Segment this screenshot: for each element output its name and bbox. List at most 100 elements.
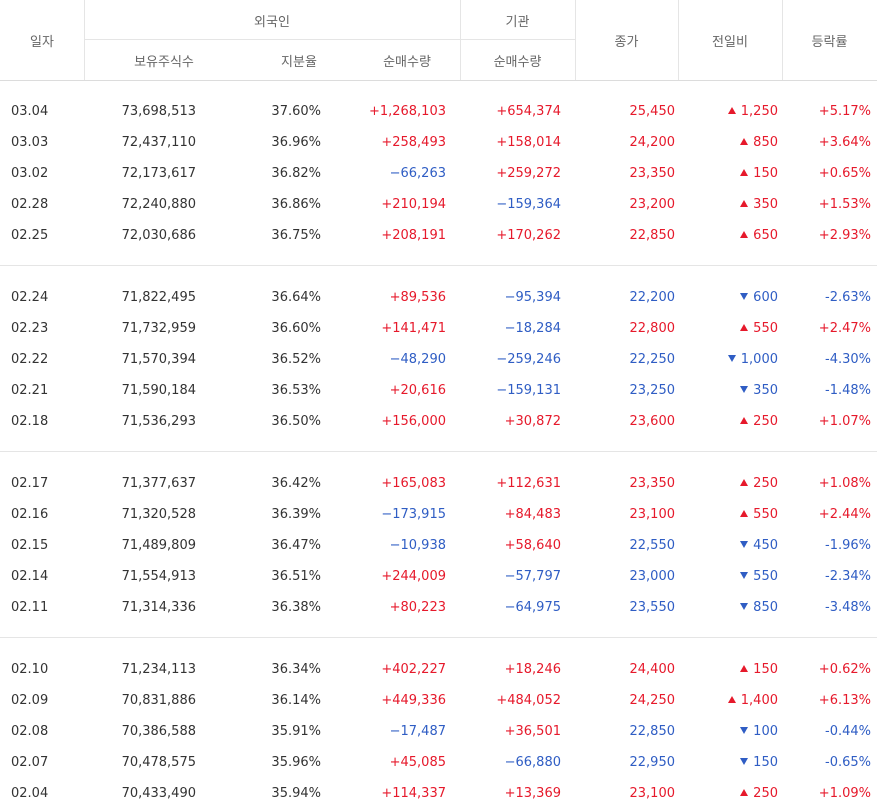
table-row: 02.04 70,433,490 35.94% +114,337 +13,369 23,1… [0, 778, 877, 809]
cell-change: 250 [680, 778, 778, 809]
cell-rate: +2.44% [818, 507, 871, 522]
cell-change: 1,000 [680, 344, 778, 375]
cell-date: 03.03 [11, 135, 49, 150]
cell-change: 850 [680, 127, 778, 158]
cell-date: 02.28 [11, 197, 49, 212]
cell-change-value: 150 [753, 166, 778, 181]
cell-foreign-net: +20,616 [389, 383, 446, 398]
cell-ratio: 36.53% [271, 383, 321, 398]
table-row: 02.28 72,240,880 36.86% +210,194 −159,364 23,… [0, 189, 877, 220]
arrow-down-icon [740, 541, 749, 548]
cell-holdings: 71,320,528 [121, 507, 196, 522]
cell-change-value: 600 [753, 290, 778, 305]
cell-ratio: 36.86% [271, 197, 321, 212]
header-institution: 기관 [505, 14, 530, 30]
cell-close: 23,550 [629, 600, 676, 615]
table-row: 02.21 71,590,184 36.53% +20,616 −159,131 23,2… [0, 375, 877, 406]
cell-change: 1,400 [680, 685, 778, 716]
cell-foreign-net: −173,915 [381, 507, 446, 522]
cell-foreign-net: +45,085 [389, 755, 446, 770]
table-row: 03.03 72,437,110 36.96% +258,493 +158,014 24,… [0, 127, 877, 158]
arrow-up-icon [727, 696, 736, 703]
cell-close: 24,250 [629, 693, 676, 708]
header-rate: 등락률 [811, 34, 848, 50]
cell-change-value: 1,250 [740, 104, 778, 119]
cell-holdings: 71,822,495 [121, 290, 196, 305]
cell-foreign-net: +210,194 [381, 197, 446, 212]
cell-date: 02.10 [11, 662, 49, 677]
cell-change-value: 1,400 [740, 693, 778, 708]
table-row: 02.08 70,386,588 35.91% −17,487 +36,501 22,85… [0, 716, 877, 747]
table-header: 일자 외국인 기관 종가 전일비 등락률 보유주식수 지분율 순매수량 순매수량 [0, 0, 877, 81]
arrow-up-icon [740, 231, 749, 238]
cell-close: 23,600 [629, 414, 676, 429]
arrow-up-icon [740, 324, 749, 331]
arrow-up-icon [740, 169, 749, 176]
cell-holdings: 73,698,513 [121, 104, 196, 119]
arrow-up-icon [740, 200, 749, 207]
cell-close: 22,800 [629, 321, 676, 336]
group-divider [0, 451, 877, 452]
cell-close: 22,550 [629, 538, 676, 553]
cell-ratio: 35.96% [271, 755, 321, 770]
cell-date: 02.22 [11, 352, 49, 367]
header-foreign-net: 순매수량 [383, 54, 431, 70]
table-row: 03.02 72,173,617 36.82% −66,263 +259,272 23,3… [0, 158, 877, 189]
table-row: 03.04 73,698,513 37.60% +1,268,103 +654,374 2… [0, 96, 877, 127]
header-date: 일자 [30, 34, 54, 50]
cell-ratio: 36.82% [271, 166, 321, 181]
cell-change: 600 [680, 282, 778, 313]
header-institution-net: 순매수량 [493, 54, 542, 70]
header-divider [575, 0, 576, 80]
cell-rate: -3.48% [825, 600, 871, 615]
cell-change: 850 [680, 592, 778, 623]
arrow-up-icon [740, 138, 749, 145]
cell-close: 22,250 [629, 352, 676, 367]
cell-close: 24,200 [629, 135, 676, 150]
cell-close: 24,400 [629, 662, 676, 677]
cell-holdings: 71,554,913 [121, 569, 196, 584]
table-row: 02.18 71,536,293 36.50% +156,000 +30,872 23,6… [0, 406, 877, 437]
cell-close: 23,350 [629, 166, 676, 181]
cell-foreign-net: +402,227 [381, 662, 446, 677]
cell-institution-net: +112,631 [496, 476, 561, 491]
cell-ratio: 37.60% [271, 104, 321, 119]
header-foreign: 외국인 [254, 14, 290, 30]
header-divider [84, 39, 575, 40]
table-row: 02.22 71,570,394 36.52% −48,290 −259,246 22,2… [0, 344, 877, 375]
cell-foreign-net: −10,938 [389, 538, 446, 553]
cell-holdings: 70,831,886 [121, 693, 196, 708]
cell-date: 02.08 [11, 724, 49, 739]
group-divider [0, 637, 877, 638]
cell-foreign-net: +141,471 [381, 321, 446, 336]
header-holdings: 보유주식수 [134, 54, 194, 70]
cell-rate: -1.48% [825, 383, 871, 398]
cell-date: 02.16 [11, 507, 49, 522]
arrow-up-icon [727, 107, 736, 114]
cell-change-value: 350 [753, 197, 778, 212]
table-row: 02.09 70,831,886 36.14% +449,336 +484,052 24,… [0, 685, 877, 716]
cell-ratio: 36.52% [271, 352, 321, 367]
cell-close: 22,850 [629, 228, 676, 243]
cell-rate: +0.62% [818, 662, 871, 677]
cell-date: 03.04 [11, 104, 49, 119]
cell-rate: +2.93% [818, 228, 871, 243]
cell-close: 22,850 [629, 724, 676, 739]
cell-date: 02.18 [11, 414, 49, 429]
cell-institution-net: −66,880 [504, 755, 561, 770]
arrow-down-icon [740, 386, 749, 393]
cell-foreign-net: +258,493 [381, 135, 446, 150]
cell-change: 1,250 [680, 96, 778, 127]
cell-change: 150 [680, 747, 778, 778]
cell-foreign-net: +449,336 [381, 693, 446, 708]
header-ratio: 지분율 [281, 54, 317, 70]
cell-change: 650 [680, 220, 778, 251]
arrow-down-icon [740, 758, 749, 765]
cell-close: 23,350 [629, 476, 676, 491]
table-row: 02.15 71,489,809 36.47% −10,938 +58,640 22,55… [0, 530, 877, 561]
cell-change-value: 250 [753, 786, 778, 801]
cell-change: 550 [680, 561, 778, 592]
cell-holdings: 72,030,686 [121, 228, 196, 243]
cell-institution-net: −57,797 [504, 569, 561, 584]
